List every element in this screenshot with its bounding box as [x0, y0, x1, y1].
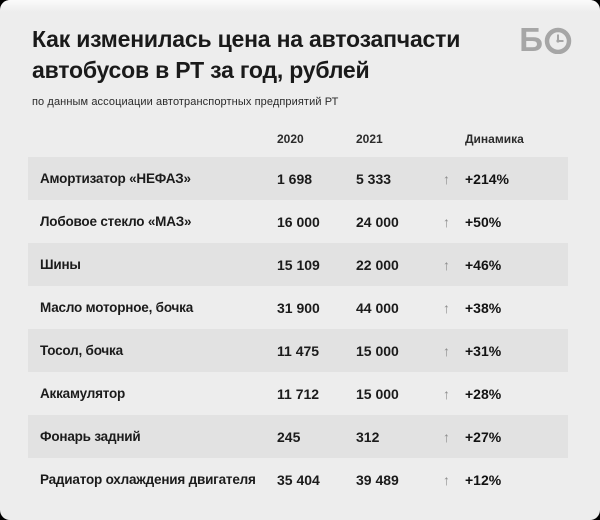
table-header-row: 2020 2021 Динамика: [28, 130, 568, 148]
cell-2021: 24 000: [356, 213, 399, 230]
table-row: Аккамулятор 11 712 15 000 ↑ +28%: [28, 372, 568, 415]
price-table: 2020 2021 Динамика Амортизатор «НЕФАЗ» 1 …: [28, 130, 568, 501]
table-body: Амортизатор «НЕФАЗ» 1 698 5 333 ↑ +214% Лобов…: [28, 157, 568, 501]
cell-change: +214%: [465, 170, 509, 187]
table-row: Тосол, бочка 11 475 15 000 ↑ +31%: [28, 329, 568, 372]
table-row: Шины 15 109 22 000 ↑ +46%: [28, 243, 568, 286]
cell-change: +38%: [465, 299, 502, 316]
brand-logo: Б: [519, 21, 572, 58]
cell-2021: 15 000: [356, 342, 399, 359]
cell-2021: 39 489: [356, 471, 399, 488]
up-arrow-icon: ↑: [443, 385, 450, 402]
cell-change: +27%: [465, 428, 502, 445]
cell-name: Лобовое стекло «МАЗ»: [40, 214, 192, 229]
up-arrow-icon: ↑: [443, 342, 450, 359]
cell-2020: 11 712: [277, 385, 320, 402]
col-header-2020: 2020: [277, 132, 304, 146]
up-arrow-icon: ↑: [443, 256, 450, 273]
table-row: Лобовое стекло «МАЗ» 16 000 24 000 ↑ +50%: [28, 200, 568, 243]
cell-2021: 5 333: [356, 170, 392, 187]
cell-name: Шины: [40, 257, 81, 272]
clock-icon: [543, 26, 572, 54]
header: Как изменилась цена на автозапчасти авто…: [0, 0, 600, 108]
col-header-dynamics: Динамика: [465, 132, 524, 146]
up-arrow-icon: ↑: [443, 213, 450, 230]
page-title-line-2: автобусов в РТ за год, рублей: [32, 57, 370, 83]
up-arrow-icon: ↑: [443, 170, 450, 187]
cell-name: Тосол, бочка: [40, 343, 123, 358]
cell-2020: 11 475: [277, 342, 320, 359]
cell-change: +31%: [465, 342, 502, 359]
cell-change: +46%: [465, 256, 502, 273]
cell-2021: 312: [356, 428, 380, 445]
cell-name: Амортизатор «НЕФАЗ»: [40, 171, 191, 186]
cell-change: +50%: [465, 213, 502, 230]
table-row: Масло моторное, бочка 31 900 44 000 ↑ +38%: [28, 286, 568, 329]
page-title: Как изменилась цена на автозапчасти авто…: [32, 24, 512, 86]
cell-change: +28%: [465, 385, 502, 402]
cell-2020: 35 404: [277, 471, 320, 488]
up-arrow-icon: ↑: [443, 471, 450, 488]
up-arrow-icon: ↑: [443, 299, 450, 316]
table-row: Радиатор охлаждения двигателя 35 404 39 48…: [28, 458, 568, 501]
col-header-2021: 2021: [356, 132, 383, 146]
cell-name: Масло моторное, бочка: [40, 300, 194, 315]
table-row: Фонарь задний 245 312 ↑ +27%: [28, 415, 568, 458]
cell-name: Фонарь задний: [40, 429, 141, 444]
cell-2020: 31 900: [277, 299, 320, 316]
table-row: Амортизатор «НЕФАЗ» 1 698 5 333 ↑ +214%: [28, 157, 568, 200]
cell-2020: 245: [277, 428, 301, 445]
cell-2020: 15 109: [277, 256, 320, 273]
cell-2020: 16 000: [277, 213, 320, 230]
cell-2021: 22 000: [356, 256, 399, 273]
cell-2020: 1 698: [277, 170, 313, 187]
cell-2021: 15 000: [356, 385, 399, 402]
page-title-line-1: Как изменилась цена на автозапчасти: [32, 26, 461, 52]
up-arrow-icon: ↑: [443, 428, 450, 445]
cell-name: Радиатор охлаждения двигателя: [40, 472, 256, 487]
cell-2021: 44 000: [356, 299, 399, 316]
subtitle: по данным ассоциации автотранспортных пр…: [32, 96, 339, 108]
cell-change: +12%: [465, 471, 502, 488]
logo-letter: Б: [519, 21, 543, 58]
cell-name: Аккамулятор: [40, 386, 126, 401]
